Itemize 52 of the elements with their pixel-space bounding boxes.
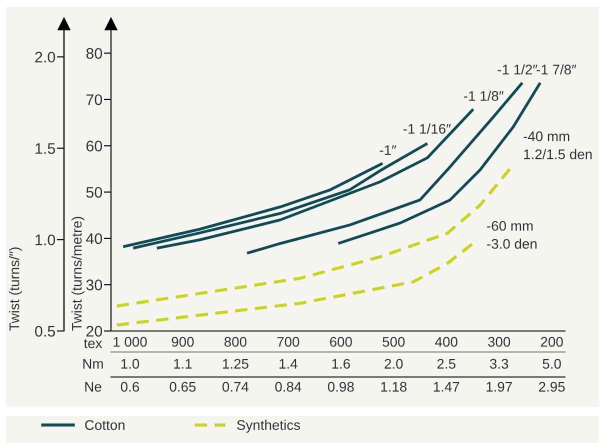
- y-tick-label: 80: [86, 48, 102, 59]
- text: 2.5: [437, 358, 456, 369]
- text: 0.65: [170, 382, 196, 392]
- y2-tick-label: 0.5: [35, 326, 56, 337]
- x-axis-title: tex: [84, 339, 102, 348]
- text: 1.18: [381, 382, 407, 392]
- text: 1.25: [222, 358, 248, 369]
- y-tick-label: 30: [86, 280, 102, 290]
- x-tick-label: 800: [224, 336, 246, 347]
- series-label: -1 1/16″: [403, 124, 451, 134]
- y-tick-label: 20: [86, 326, 102, 337]
- x-tick-label: 400: [435, 336, 458, 347]
- y-tick-label: 40: [86, 233, 102, 244]
- text: 2.95: [539, 382, 565, 392]
- x-tick-label: 300: [488, 336, 510, 347]
- text: 0.74: [222, 382, 249, 392]
- text: 1.4: [280, 359, 298, 369]
- text: 0.6: [120, 382, 140, 392]
- series-label: -1 1/8″: [464, 90, 504, 101]
- x-tick-label: 200: [540, 336, 563, 347]
- series-label: -1 7/8″: [536, 64, 576, 74]
- series-label: -60 mm -3.0 den: [487, 220, 537, 249]
- text: 2.0: [384, 358, 403, 369]
- text: Ne: [85, 382, 102, 392]
- series-label: -1″: [380, 145, 396, 155]
- text: 1.0: [121, 358, 140, 369]
- text: 1.6: [332, 358, 350, 369]
- y-axis-title: Twist (turns/metre): [72, 216, 84, 331]
- text: 3.3: [490, 358, 508, 369]
- y-tick-label: 60: [86, 140, 102, 152]
- y2-tick-label: 1.0: [36, 234, 56, 246]
- y-tick-label: 70: [86, 94, 102, 106]
- text: 1.47: [434, 382, 460, 392]
- text: Nm: [83, 359, 103, 369]
- y-tick-label: 50: [86, 186, 102, 198]
- y2-tick-label: 1.5: [36, 143, 56, 154]
- text: 5.0: [542, 358, 561, 369]
- x-tick-label: 1 000: [114, 336, 147, 347]
- x-tick-label: 700: [277, 336, 300, 347]
- series-label: -1 1/2″: [498, 64, 538, 74]
- x-tick-label: 900: [172, 336, 194, 347]
- text: 0.98: [328, 382, 354, 392]
- series-label: -40 mm 1.2/1.5 den: [524, 131, 592, 160]
- y2-axis-title: Twist (turns/″): [9, 247, 22, 331]
- text: Synthetics: [237, 420, 300, 433]
- x-tick-label: 600: [330, 336, 352, 347]
- text: 0.84: [275, 382, 302, 392]
- x-tick-label: 500: [382, 336, 405, 347]
- text: Cotton: [85, 420, 124, 430]
- text: 1.97: [486, 382, 512, 392]
- text: 1.1: [174, 359, 192, 369]
- y2-tick-label: 2.0: [35, 52, 56, 63]
